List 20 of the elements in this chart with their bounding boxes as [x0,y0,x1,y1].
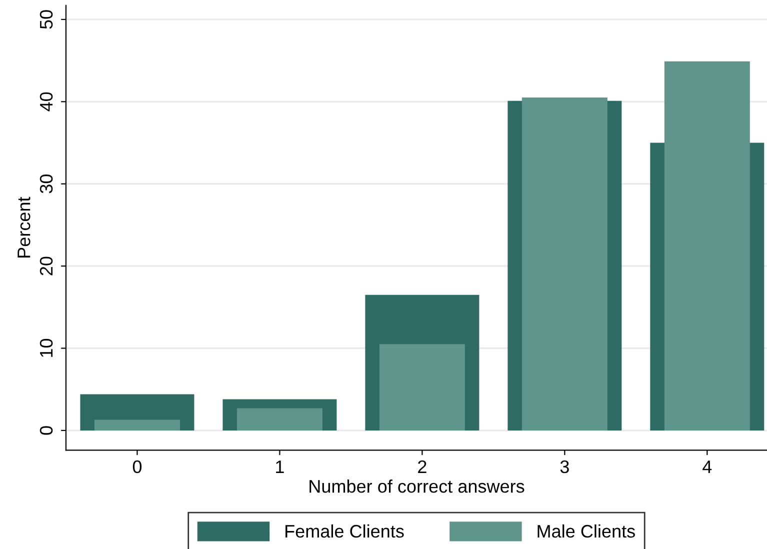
y-tick-label: 10 [40,338,53,357]
bar [236,408,322,430]
y-axis-title: Percent [18,196,30,258]
bar [664,61,750,430]
x-tick-label: 4 [702,460,712,473]
y-tick-label: 0 [40,426,53,435]
x-tick-label: 3 [560,460,569,474]
bar [522,98,608,430]
legend-label: Male Clients [538,524,635,538]
y-tick-label: 20 [40,256,53,276]
y-tick-label: 50 [40,10,53,29]
bar [379,344,465,430]
legend-label: Female Clients [286,524,404,538]
x-tick-label: 1 [276,460,284,473]
y-tick-label: 30 [40,174,53,194]
x-axis-title: Number of correct answers [310,480,524,493]
y-tick-label: 40 [40,92,53,112]
x-tick-label: 2 [418,460,426,473]
x-tick-label: 0 [132,460,142,474]
bar [94,420,180,430]
